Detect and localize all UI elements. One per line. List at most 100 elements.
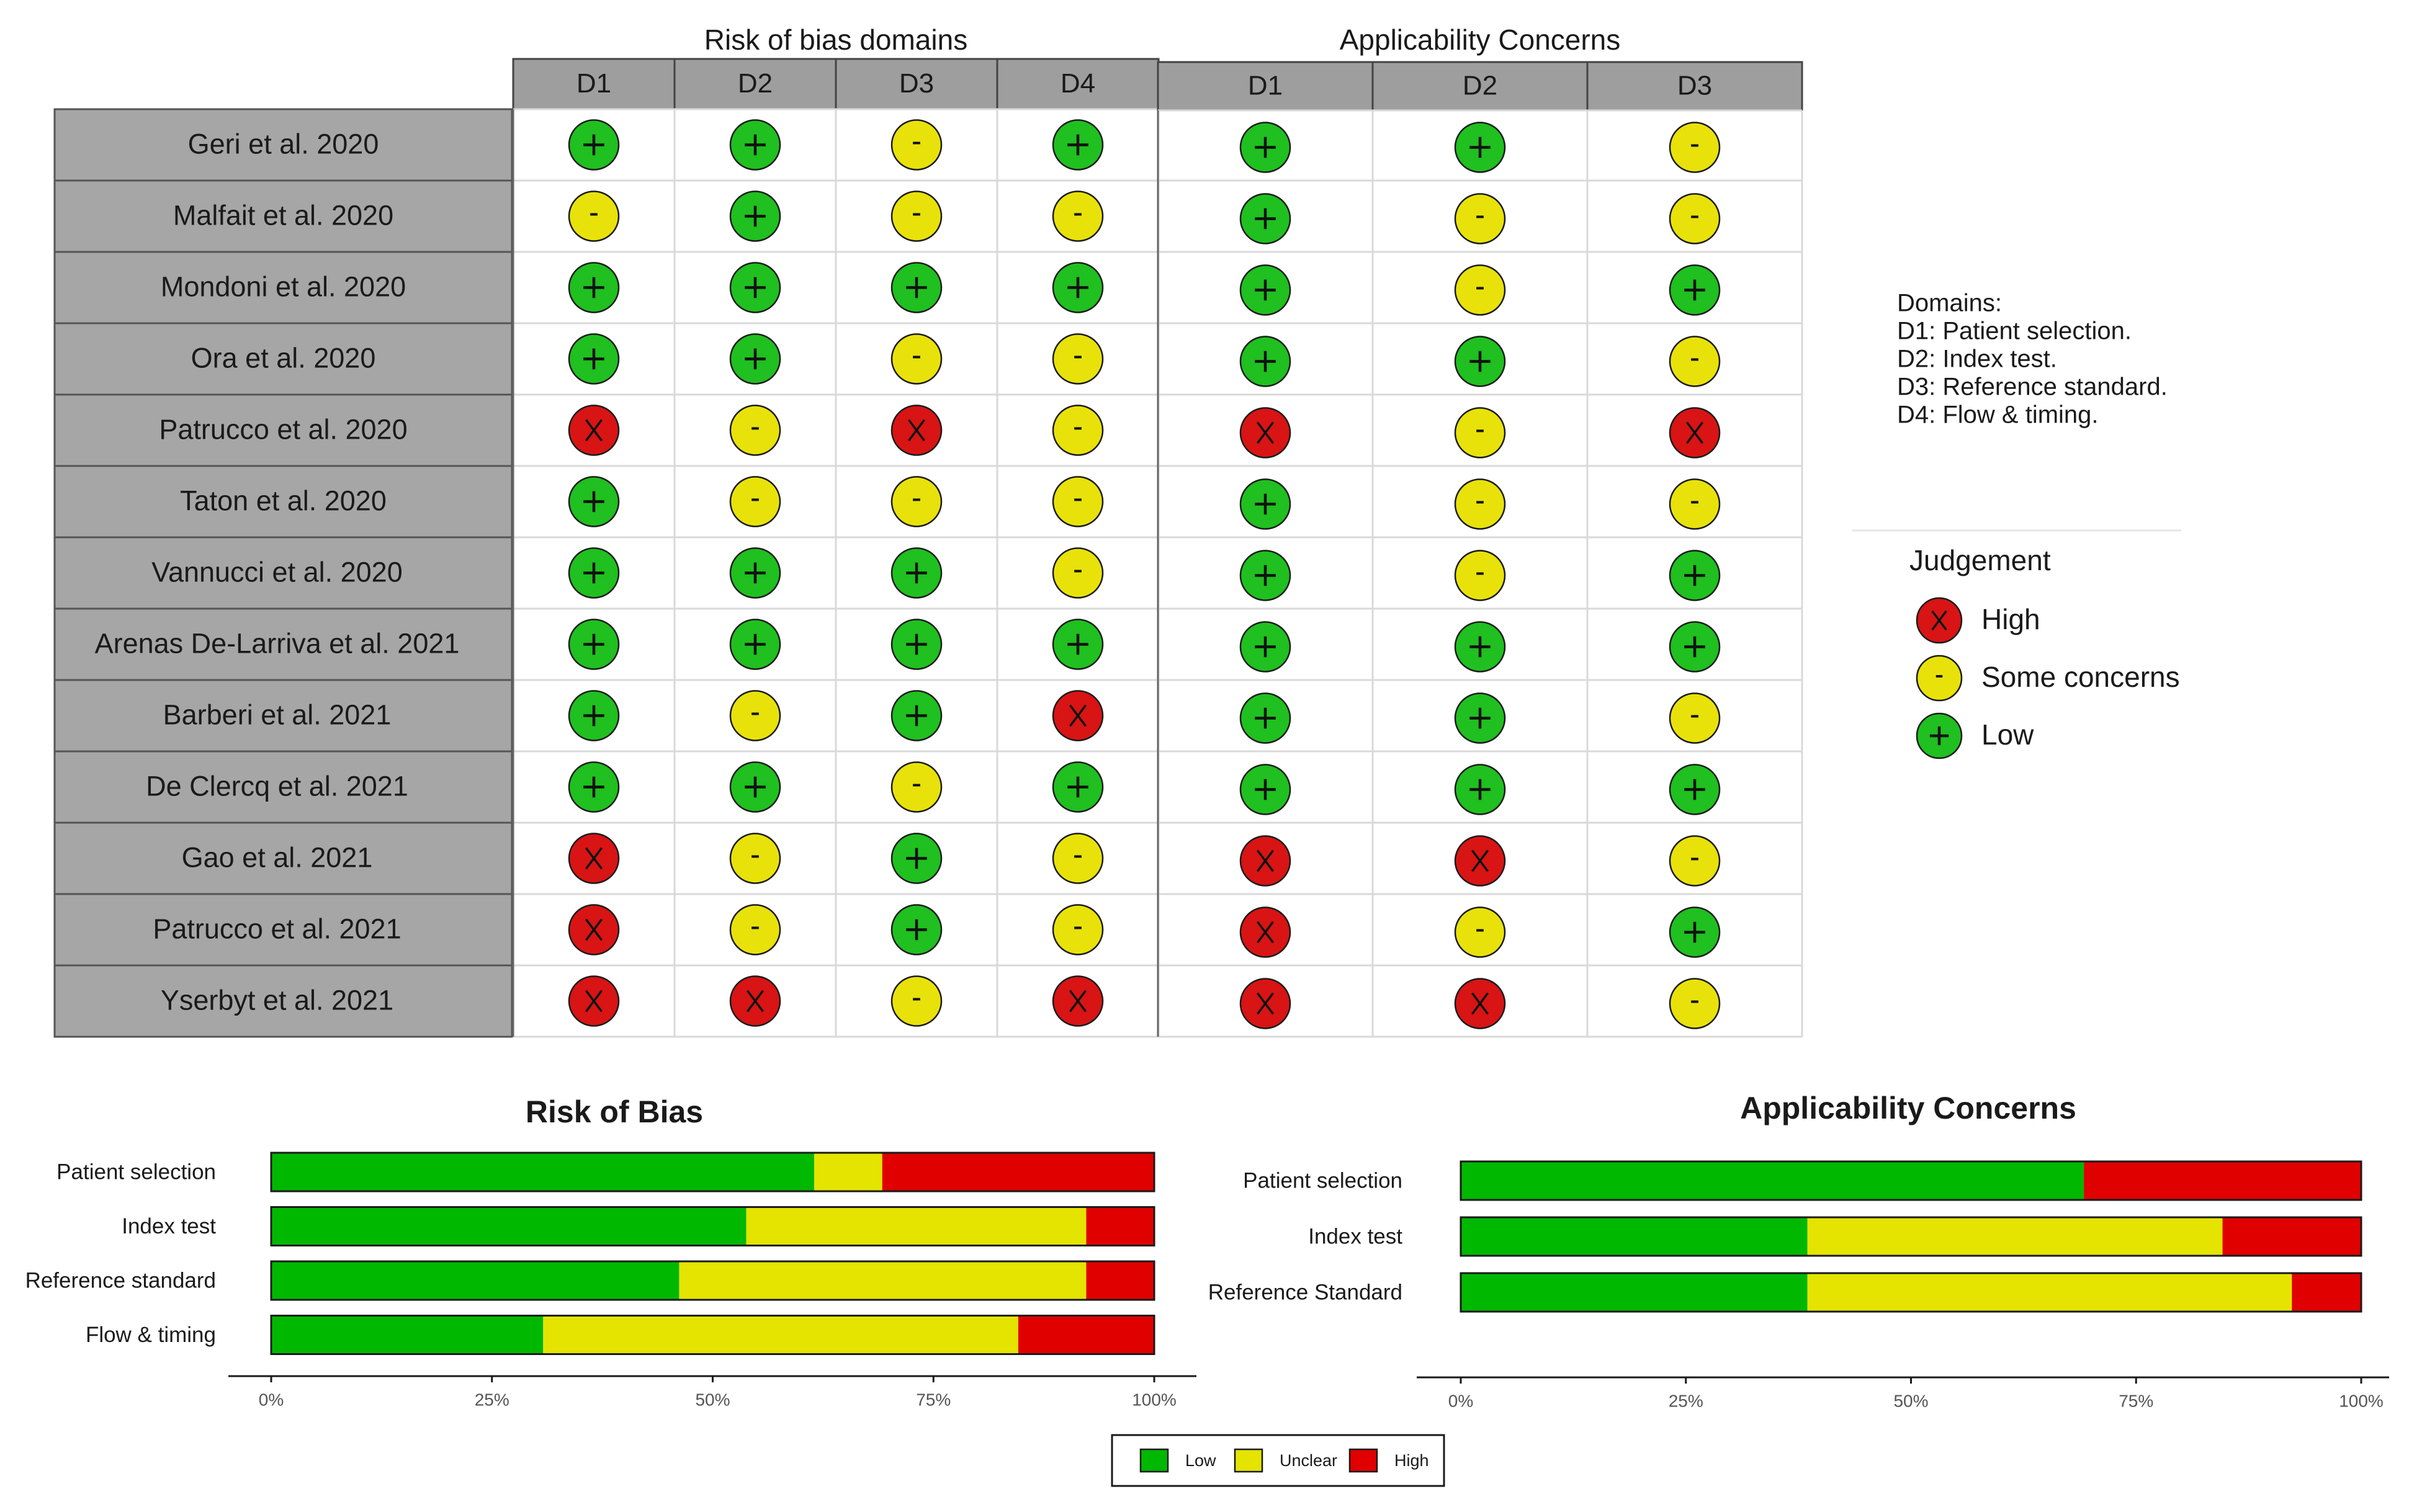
study-label: Patrucco et al. 2021 xyxy=(153,913,401,944)
bar-segment-unclear-index-test xyxy=(1807,1217,2223,1256)
judgement-high-yserbyt-et-al-2021-d4 xyxy=(1052,975,1104,1027)
study-label: Arenas De-Larriva et al. 2021 xyxy=(95,627,460,659)
traffic-light-table-applicability-concerns: Applicability Concerns D1 D2 D3 xyxy=(1157,24,1803,1038)
judgement-low-gao-et-al-2021-d3 xyxy=(890,833,943,884)
bar-category-label: Index test xyxy=(122,1214,216,1238)
bar-category-label: Patient selection xyxy=(1243,1168,1402,1192)
judgement-low-vannucci-et-al-2020-d1 xyxy=(568,547,620,599)
judgement-some-taton-et-al-2020-d3 xyxy=(890,476,943,527)
judgement-symbol-circle xyxy=(1669,835,1721,887)
judgement-low-ora-et-al-2020-d1 xyxy=(568,333,620,385)
judgement-low-geri-et-al-2020-d2 xyxy=(729,119,781,171)
judgement-symbol-x-b xyxy=(747,990,764,1013)
study-label-box xyxy=(53,607,513,681)
judgement-symbol-x-b xyxy=(585,990,603,1013)
table-title: Applicability Concerns xyxy=(1340,24,1621,56)
judgement-some-ora-et-al-2020-d3 xyxy=(1669,336,1721,387)
judgement-low-taton-et-al-2020-d1 xyxy=(1239,478,1291,530)
bar-segment-high-index-test xyxy=(1086,1207,1154,1246)
column-header-label: D3 xyxy=(1677,71,1712,101)
column-header-label: D1 xyxy=(1248,71,1283,101)
judgement-symbol-x-b xyxy=(1257,992,1275,1015)
judgement-symbol-circle xyxy=(890,761,943,813)
column-header-d1 xyxy=(512,58,676,110)
judgement-low-mondoni-et-al-2020-d3 xyxy=(890,262,943,313)
judgement-low-barberi-et-al-2021-d3 xyxy=(890,690,943,741)
judgement-low-ora-et-al-2020-d2 xyxy=(1454,336,1506,387)
judgement-low-geri-et-al-2020-d2 xyxy=(1454,122,1506,173)
study-label: Geri et al. 2020 xyxy=(188,128,379,159)
judgement-symbol-x-b xyxy=(1685,421,1704,444)
judgement-some-vannucci-et-al-2020-d4 xyxy=(1052,547,1104,599)
judgement-symbol-circle xyxy=(1454,906,1506,958)
judgement-some-patrucco-et-al-2021-d4 xyxy=(1052,904,1104,955)
judgement-low-mondoni-et-al-2020-d1 xyxy=(1239,264,1291,316)
bar-category-label: Patient selection xyxy=(56,1160,216,1184)
judgement-symbol-x-b xyxy=(1257,421,1275,444)
judgement-some-taton-et-al-2020-d2 xyxy=(729,476,781,527)
legend-label: High xyxy=(1981,603,2040,635)
judgement-low-patrucco-et-al-2021-d3 xyxy=(890,904,943,955)
study-label-box xyxy=(53,179,513,253)
judgement-some-geri-et-al-2020-d3 xyxy=(1669,122,1721,173)
column-header-d2 xyxy=(1371,61,1589,112)
judgement-low-taton-et-al-2020-d1 xyxy=(568,476,620,527)
judgement-symbol-circle xyxy=(1669,692,1721,744)
judgement-symbol-circle xyxy=(1454,550,1506,601)
study-labels: Geri et al. 2020 Malfait et al. 2020 Mondo… xyxy=(53,108,513,1038)
bar-segment-low-index-test xyxy=(271,1207,747,1246)
judgement-some-yserbyt-et-al-2021-d3 xyxy=(890,975,943,1027)
judgement-low-vannucci-et-al-2020-d3 xyxy=(1669,550,1721,601)
judgement-low-arenas-de-larriva-et-al-2021-d4 xyxy=(1052,619,1104,670)
bar-segment-low-flow-timing xyxy=(271,1315,544,1354)
bar-segment-low-patient-selection xyxy=(271,1153,815,1191)
judgement-high-barberi-et-al-2021-d4 xyxy=(1052,690,1104,741)
judgement-symbol-circle xyxy=(1052,333,1104,385)
judgement-low-malfait-et-al-2020-d2 xyxy=(729,190,781,242)
judgement-symbol-circle xyxy=(890,333,943,385)
study-label-box xyxy=(53,821,513,895)
bar-legend-label: Unclear xyxy=(1280,1451,1337,1470)
judgement-low-vannucci-et-al-2020-d2 xyxy=(729,547,781,599)
judgement-symbol-circle xyxy=(890,476,943,527)
bar-category-label: Flow & timing xyxy=(86,1323,216,1347)
bar-chart-title: Risk of Bias xyxy=(526,1094,703,1129)
judgement-low-de-clercq-et-al-2021-d2 xyxy=(729,761,781,813)
judgement-some-vannucci-et-al-2020-d2 xyxy=(1454,550,1506,601)
judgement-high-yserbyt-et-al-2021-d1 xyxy=(1239,978,1291,1029)
column-header-label: D3 xyxy=(899,68,934,99)
judgement-low-geri-et-al-2020-d1 xyxy=(1239,122,1291,173)
judgement-symbol-x-b xyxy=(908,419,925,442)
judgement-high-gao-et-al-2021-d2 xyxy=(1454,835,1506,887)
x-tick-label: 25% xyxy=(1669,1391,1703,1410)
domain-line: D2: Index test. xyxy=(1897,346,2057,373)
bar-outline xyxy=(1460,1272,2362,1313)
judgement-low-malfait-et-al-2020-d1 xyxy=(1239,193,1291,244)
judgement-low-arenas-de-larriva-et-al-2021-d2 xyxy=(729,619,781,670)
judgement-some-malfait-et-al-2020-d3 xyxy=(1669,193,1721,244)
bar-outline xyxy=(1460,1216,2362,1257)
bar-chart-risk-of-bias: Risk of Bias Patient selection Index test R… xyxy=(25,1094,1196,1409)
column-header-label: D1 xyxy=(576,68,611,99)
judgement-symbol-circle xyxy=(729,690,781,741)
judgement-symbol-x-b xyxy=(585,918,603,941)
judgement-some-patrucco-et-al-2020-d2 xyxy=(729,405,781,456)
study-label: Patrucco et al. 2020 xyxy=(159,413,407,445)
bar-segment-low-patient-selection xyxy=(1461,1161,2084,1200)
x-tick-label: 100% xyxy=(1132,1390,1177,1409)
judgement-symbol-x-b xyxy=(1471,849,1489,872)
study-label: Ora et al. 2020 xyxy=(191,342,376,374)
study-label: Yserbyt et al. 2021 xyxy=(161,984,393,1016)
x-tick-label: 0% xyxy=(1448,1391,1473,1410)
bar-outline xyxy=(270,1260,1155,1301)
legend-symbol-circle xyxy=(1916,655,1963,702)
judgement-low-de-clercq-et-al-2021-d4 xyxy=(1052,761,1104,813)
judgement-legend-item-low: Low xyxy=(1916,712,2034,759)
judgement-low-vannucci-et-al-2020-d1 xyxy=(1239,550,1291,601)
bar-segment-unclear-reference-standard xyxy=(679,1261,1087,1300)
judgement-low-geri-et-al-2020-d1 xyxy=(568,119,620,171)
column-header-label: D2 xyxy=(738,68,773,99)
bar-outline xyxy=(1460,1160,2362,1201)
study-label-box xyxy=(53,964,513,1038)
